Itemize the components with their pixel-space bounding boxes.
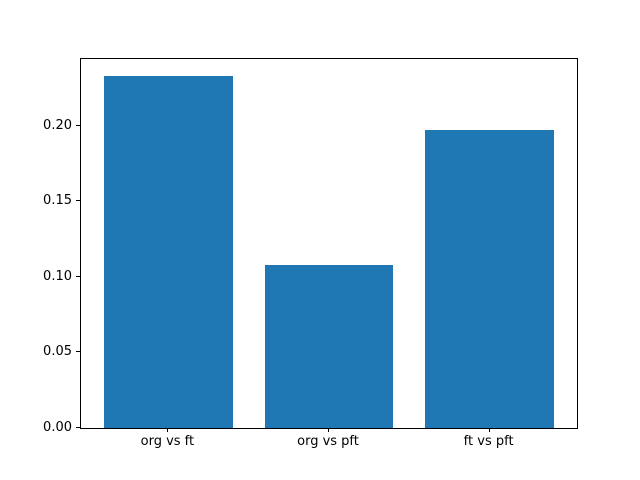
x-tick-mark (328, 428, 329, 432)
y-tick-label: 0.20 (43, 117, 72, 133)
x-tick-label: org vs ft (140, 434, 195, 449)
bar-org-vs-pft (264, 264, 394, 428)
bar-ft-vs-pft (425, 130, 554, 428)
y-tick-mark (76, 427, 80, 428)
y-tick-mark (76, 124, 80, 126)
plot-area (80, 58, 578, 429)
x-tick-mark (488, 428, 490, 432)
x-tick-label: ft vs pft (463, 434, 514, 449)
y-tick-label: 0.00 (43, 420, 72, 435)
y-tick-mark (76, 200, 80, 202)
bar-org-vs-ft (104, 76, 233, 428)
y-tick-label: 0.15 (43, 193, 72, 209)
y-tick-mark (76, 275, 80, 277)
x-tick-mark (167, 428, 169, 432)
y-tick-label: 0.10 (43, 268, 72, 284)
y-tick-label: 0.05 (43, 344, 72, 360)
y-tick-mark (76, 351, 80, 353)
x-tick-label: org vs pft (297, 434, 359, 449)
